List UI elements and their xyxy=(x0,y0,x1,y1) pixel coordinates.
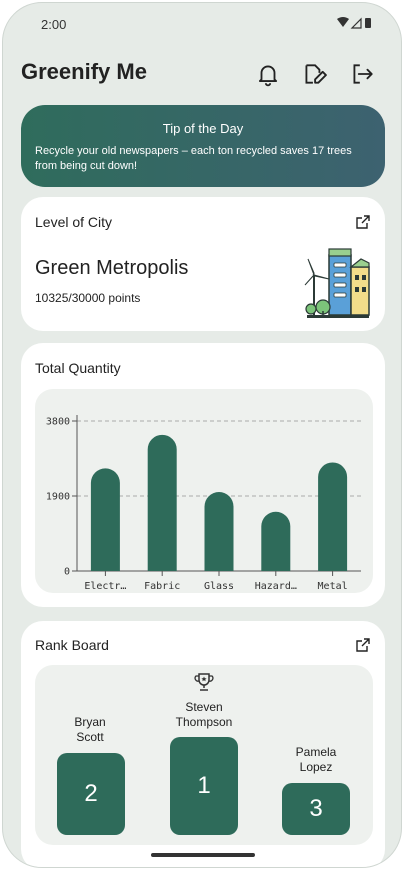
rank-3-number: 3 xyxy=(309,795,323,822)
rank-2-podium[interactable]: 2 xyxy=(57,753,125,835)
rank-card-title: Rank Board xyxy=(35,637,109,653)
rank-1-name: Steven Thompson xyxy=(159,700,249,730)
rank-2-last-name: Scott xyxy=(76,730,104,744)
city-points: 10325/30000 points xyxy=(35,291,141,305)
rank-card[interactable]: Rank Board Bryan Scott 2 Steven Thompson xyxy=(21,621,385,867)
y-tick-label: 3800 xyxy=(46,417,70,428)
quantity-card: Total Quantity 0 1900 3800 Electr… Fabric Gla… xyxy=(21,343,385,607)
bar-5 xyxy=(318,462,348,571)
app-title: Greenify Me xyxy=(21,59,147,84)
bar-2 xyxy=(147,434,177,571)
bar-3 xyxy=(204,492,234,571)
x-tick-label: Glass xyxy=(204,581,234,592)
status-time: 2:00 xyxy=(41,17,67,32)
rank-3-podium[interactable]: 3 xyxy=(282,783,350,835)
level-card-title: Level of City xyxy=(35,214,113,230)
open-external-icon[interactable] xyxy=(355,214,371,230)
rank-1-number: 1 xyxy=(197,772,211,799)
rank-1-podium[interactable]: 1 xyxy=(170,737,238,835)
signal-icon xyxy=(350,17,362,29)
bar-chart: 0 1900 3800 Electr… Fabric Glass Hazard… Metal xyxy=(46,415,361,592)
x-tick-label: Fabric xyxy=(144,581,180,592)
rank-2-number: 2 xyxy=(84,780,98,807)
tip-banner: Tip of the Day Recycle your old newspape… xyxy=(21,105,385,187)
tip-title: Tip of the Day xyxy=(162,121,244,136)
tip-text: Recycle your old newspapers – each ton r… xyxy=(35,145,352,172)
y-tick-label: 0 xyxy=(64,567,70,578)
rank-1-first-name: Steven xyxy=(185,700,223,714)
bell-icon[interactable] xyxy=(255,61,281,87)
rank-2-first-name: Bryan xyxy=(74,715,106,729)
edit-note-icon[interactable] xyxy=(301,61,327,87)
wifi-icon xyxy=(337,17,349,27)
battery-icon xyxy=(365,18,371,28)
open-external-icon[interactable] xyxy=(355,637,371,653)
quantity-card-title: Total Quantity xyxy=(35,360,121,376)
city-illustration xyxy=(304,248,370,318)
y-tick-label: 1900 xyxy=(46,492,70,503)
rank-1-last-name: Thompson xyxy=(175,715,233,729)
x-tick-label: Metal xyxy=(318,581,348,592)
x-tick-label: Electr… xyxy=(84,581,126,592)
x-tick-label: Hazard… xyxy=(255,581,297,592)
rank-3-name: Pamela Lopez xyxy=(271,745,361,775)
home-indicator[interactable] xyxy=(151,853,255,857)
rank-3-last-name: Lopez xyxy=(299,760,333,774)
logout-icon[interactable] xyxy=(349,61,375,87)
city-name: Green Metropolis xyxy=(35,257,189,279)
trophy-icon xyxy=(194,673,214,691)
rank-3-first-name: Pamela xyxy=(295,745,337,759)
bar-4 xyxy=(261,511,291,571)
podium-area: Bryan Scott 2 Steven Thompson 1 Pamela L… xyxy=(35,665,373,845)
status-icons xyxy=(337,17,371,29)
level-card[interactable]: Level of City Green Metropolis 10325/300… xyxy=(21,197,385,331)
chart-panel: 0 1900 3800 Electr… Fabric Glass Hazard… Metal xyxy=(35,389,373,593)
rank-2-name: Bryan Scott xyxy=(45,715,135,745)
bar-1 xyxy=(90,468,120,571)
